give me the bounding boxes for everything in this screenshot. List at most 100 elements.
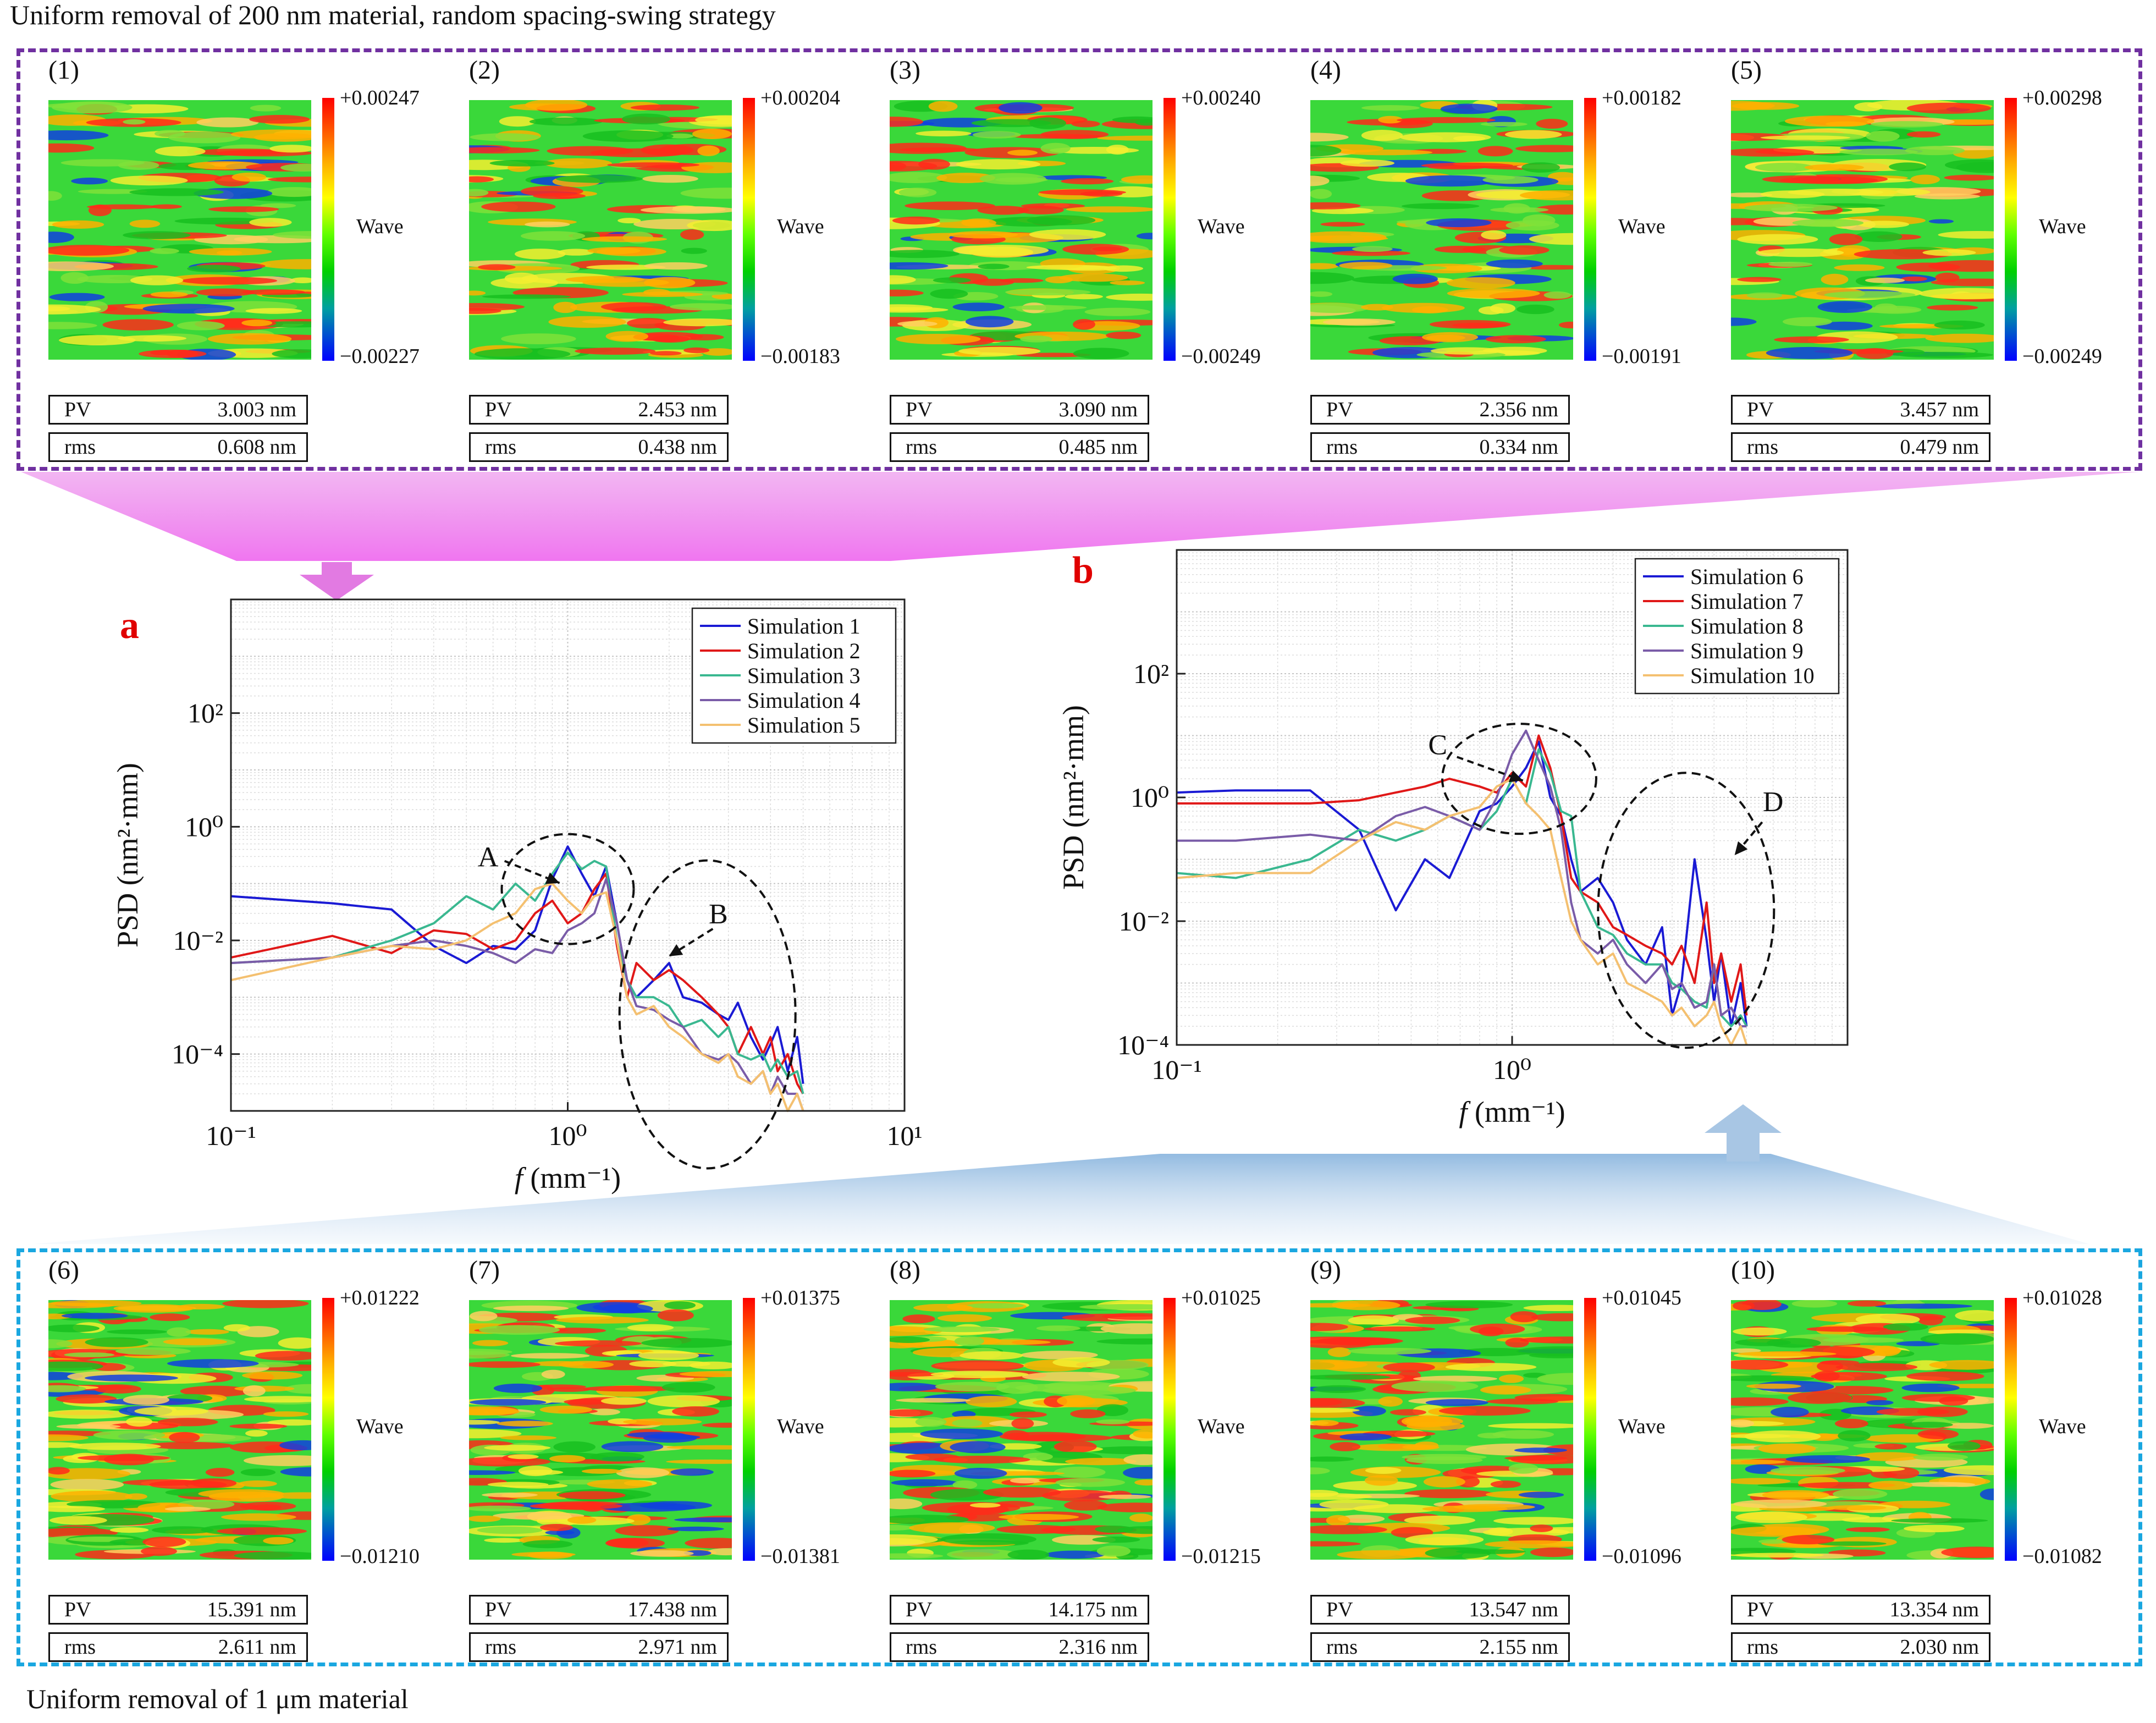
map-blob <box>1858 221 1910 228</box>
map-blob <box>960 1351 1023 1360</box>
map-blob <box>622 291 703 297</box>
map-blob <box>1504 130 1562 139</box>
map-blob <box>474 348 571 360</box>
map-blob <box>977 206 1029 215</box>
map-blob <box>1097 1502 1153 1512</box>
rms-row: rms 0.608 nm <box>48 432 308 462</box>
map-blob <box>890 172 947 183</box>
map-blob <box>567 1516 597 1524</box>
map-blob <box>1910 174 1940 184</box>
map-blob <box>1766 346 1853 359</box>
map-blob <box>1559 321 1573 329</box>
map-blob <box>1333 1480 1417 1491</box>
map-blob <box>1944 159 1994 171</box>
map-blob <box>1530 1524 1553 1532</box>
rms-row-label: rms <box>1326 1636 1358 1659</box>
map-blob <box>252 1504 282 1510</box>
map-blob <box>1931 278 1994 287</box>
x-tick-label: 10¹ <box>887 1120 923 1151</box>
map-blob <box>1767 1338 1821 1348</box>
colorbar-min: −0.01381 <box>760 1545 840 1568</box>
map-blob <box>167 1359 259 1368</box>
map-blob <box>581 236 668 243</box>
map-blob <box>952 1419 983 1427</box>
map-blob <box>194 148 287 156</box>
map-blob <box>890 162 907 170</box>
map-blob <box>102 319 174 331</box>
map-blob <box>1330 1442 1361 1451</box>
map-blob <box>1378 1396 1403 1407</box>
map-blob <box>539 1405 593 1414</box>
map-blob <box>1537 1373 1573 1385</box>
map-blob <box>269 145 311 153</box>
chart-b: 10⁻¹ 10⁰ 10⁻⁴ 10⁻² 10⁰ 10² f (mm⁻¹) PSD (nm²·mm… <box>1057 549 1849 1129</box>
map-blob <box>1332 250 1411 256</box>
rms-row-value: 0.438 nm <box>638 436 717 459</box>
rms-row: rms 0.334 nm <box>1310 432 1570 462</box>
map-blob <box>59 335 136 345</box>
map-blob <box>1979 1488 1994 1500</box>
rms-row: rms 0.438 nm <box>469 432 729 462</box>
map-blob <box>532 1384 587 1389</box>
map-blob <box>1310 1407 1360 1413</box>
map-blob <box>1874 1303 1972 1309</box>
map-blob <box>995 177 1048 183</box>
map-blob <box>920 1428 1003 1439</box>
map-blob <box>1057 1395 1095 1407</box>
map-blob <box>129 219 161 228</box>
map-blob <box>1510 1455 1573 1465</box>
map-blob <box>1029 117 1066 129</box>
map-blob <box>1326 1515 1350 1526</box>
map-blob <box>469 147 540 154</box>
surface-map <box>1731 1300 1994 1560</box>
map-label: (5) <box>1731 56 1762 85</box>
colorbar <box>1584 98 1596 361</box>
map-blob <box>622 113 670 125</box>
map-blob <box>1531 1313 1573 1322</box>
map-blob <box>1901 276 1927 282</box>
map-blob <box>605 1538 665 1549</box>
bottom-arrow <box>1705 1104 1782 1161</box>
map-blob <box>71 178 108 185</box>
y-axis-label: PSD (nm²·mm) <box>111 763 144 948</box>
map-blob <box>1319 1499 1389 1510</box>
rms-row-label: rms <box>906 436 937 459</box>
map-tile: (5) +0.00298 Wave −0.00249 PV 3.457 nm rms 0.47… <box>1731 55 2149 462</box>
pv-row-value: 2.453 nm <box>638 398 717 421</box>
map-blob <box>556 175 643 183</box>
map-blob <box>653 335 681 342</box>
map-blob <box>123 231 191 239</box>
map-blob <box>958 346 1041 356</box>
map-blob <box>1820 1360 1860 1365</box>
map-blob <box>687 219 732 232</box>
map-blob <box>1733 1301 1755 1311</box>
map-blob <box>1744 203 1838 212</box>
map-blob <box>695 115 732 125</box>
map-blob <box>890 1469 936 1478</box>
map-blob <box>890 1534 938 1545</box>
map-blob <box>1040 130 1109 139</box>
map-blob <box>680 229 704 240</box>
map-blob <box>923 1326 1000 1333</box>
map-blob <box>163 1338 227 1346</box>
map-blob <box>1390 1409 1426 1416</box>
map-blob <box>617 218 641 224</box>
map-blob <box>493 1305 569 1312</box>
map-blob <box>1339 149 1433 156</box>
map-blob <box>900 147 980 152</box>
map-blob <box>129 188 224 196</box>
map-blob <box>1731 101 1775 111</box>
map-blob <box>1543 291 1571 299</box>
pv-row: PV 2.356 nm <box>1310 395 1570 425</box>
map-blob <box>109 1527 149 1533</box>
rms-row: rms 2.155 nm <box>1310 1632 1570 1662</box>
map-blob <box>679 1370 732 1378</box>
map-blob <box>221 1513 296 1521</box>
map-blob <box>93 1384 141 1394</box>
map-blob <box>1445 1363 1537 1372</box>
map-blob <box>1731 1375 1815 1381</box>
y-tick-label: 10² <box>1133 658 1169 689</box>
rms-row: rms 2.971 nm <box>469 1632 729 1662</box>
map-blob <box>1441 103 1498 114</box>
map-label: (3) <box>890 56 920 85</box>
